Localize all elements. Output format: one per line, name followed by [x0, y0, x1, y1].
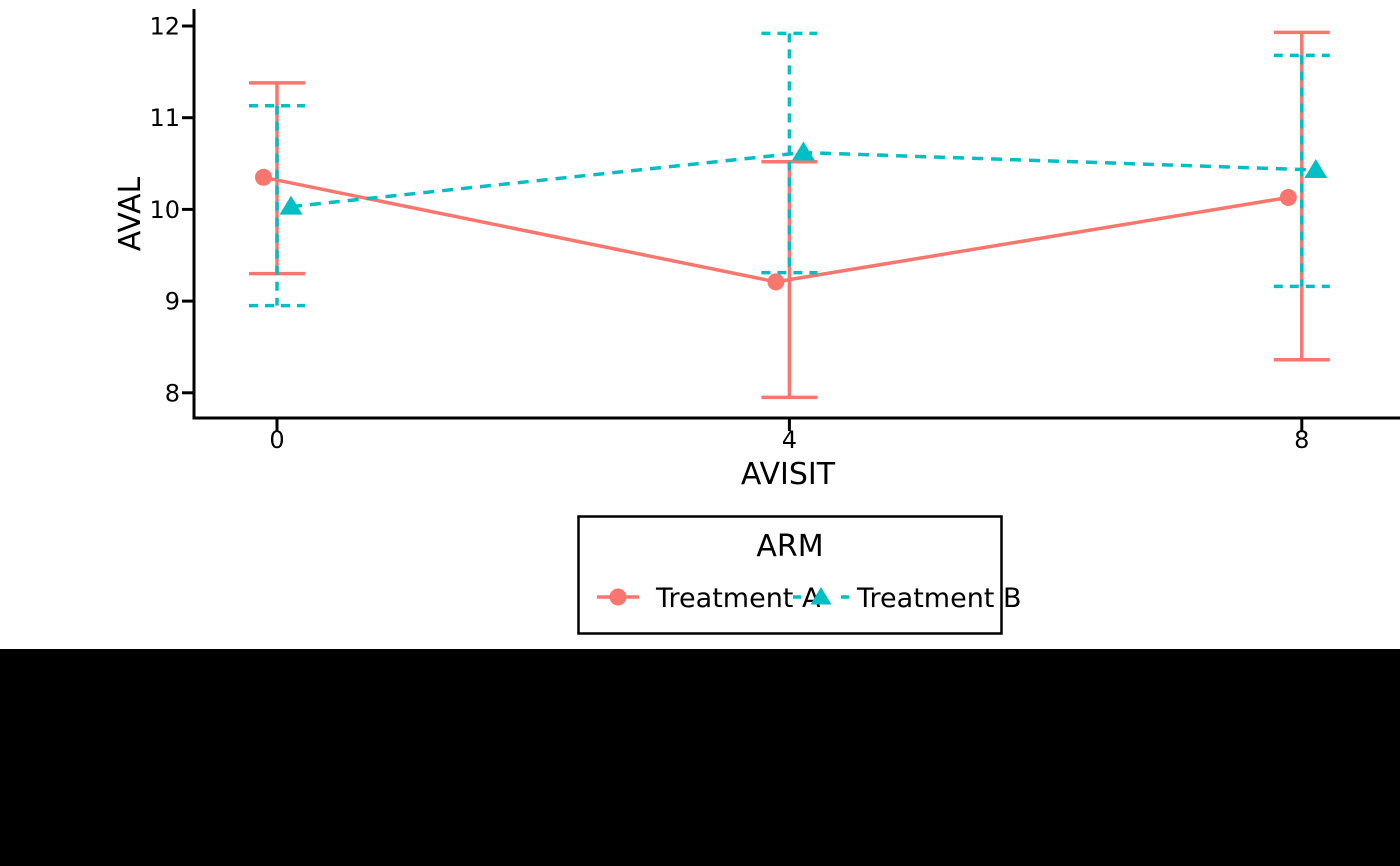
- data-point-marker-circle: [1279, 188, 1297, 206]
- y-tick-label: 9: [165, 288, 180, 316]
- series-layer: [249, 30, 1330, 400]
- data-point-marker-triangle: [1304, 158, 1328, 178]
- series-treatment-b: [249, 31, 1330, 308]
- y-tick-label: 8: [165, 379, 180, 407]
- y-axis-title: AVAL: [113, 176, 148, 251]
- legend-key-treatment-b: [793, 587, 849, 605]
- legend-key-treatment-a: [597, 588, 639, 606]
- ticks-layer: 8 9 10 11 12 0 4 8: [149, 13, 1309, 455]
- line-chart: 8 9 10 11 12 0 4 8 AVISIT AVAL ARM Treatment A …: [113, 9, 1400, 635]
- y-tick-label: 12: [149, 13, 180, 41]
- plot-area: 8 9 10 11 12 0 4 8 AVISIT AVAL ARM Treatment A …: [113, 9, 1400, 635]
- legend-key-circle: [609, 588, 627, 606]
- data-point-marker-triangle: [279, 195, 303, 215]
- legend-key-triangle: [810, 587, 832, 605]
- legend-title: ARM: [756, 529, 823, 564]
- x-tick-label: 4: [782, 426, 797, 454]
- x-axis-title: AVISIT: [741, 457, 836, 492]
- error-bar: [249, 104, 305, 308]
- bottom-black-band: [0, 649, 1400, 866]
- data-point-marker-circle: [767, 273, 785, 291]
- data-point-marker-circle: [255, 168, 272, 186]
- legend-box: [577, 515, 1003, 635]
- x-tick-label: 0: [269, 426, 284, 454]
- series-line: [263, 175, 1289, 284]
- error-bar: [1273, 30, 1330, 362]
- data-point-marker-triangle: [791, 141, 815, 161]
- y-tick-label: 11: [149, 104, 180, 132]
- legend-label-treatment-b: Treatment B: [856, 583, 1022, 614]
- legend: ARM Treatment A Treatment B: [577, 515, 1022, 635]
- x-tick-label: 8: [1294, 426, 1309, 454]
- y-tick-label: 10: [149, 196, 180, 224]
